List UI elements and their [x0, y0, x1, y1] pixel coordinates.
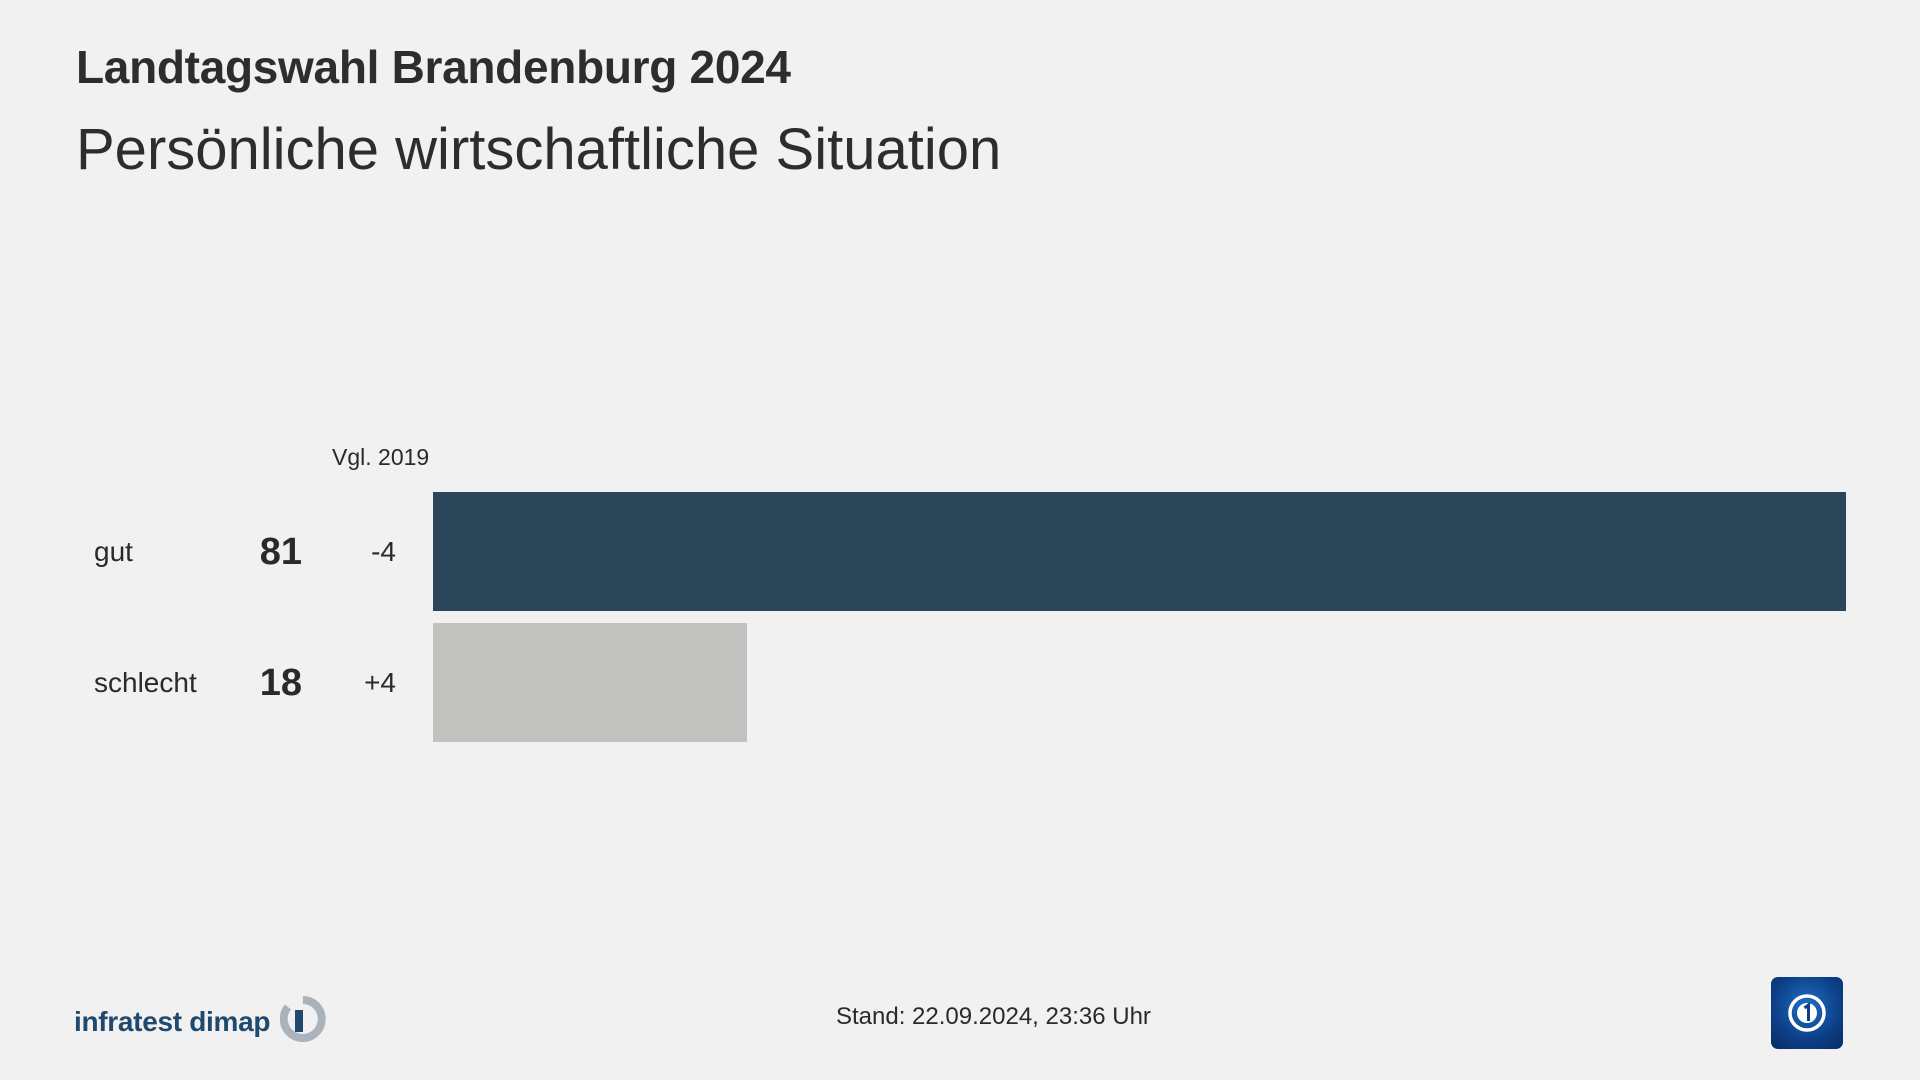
bar-schlecht	[433, 623, 747, 742]
bar-gut	[433, 492, 1846, 611]
brand-name: infratest dimap	[74, 1005, 271, 1037]
chart-title: Landtagswahl Brandenburg 2024	[76, 41, 791, 93]
ard-das-erste-logo-icon	[1771, 977, 1843, 1049]
value-label: 81	[259, 530, 302, 573]
category-label: gut	[94, 535, 133, 567]
category-label: schlecht	[94, 666, 197, 698]
infratest-dimap-logo-icon	[279, 996, 326, 1047]
chart-subtitle: Persönliche wirtschaftliche Situation	[76, 117, 1002, 182]
comparison-value: +4	[364, 666, 396, 698]
comparison-header: Vgl. 2019	[332, 444, 430, 470]
stand-timestamp: Stand: 22.09.2024, 23:36 Uhr	[836, 1003, 1151, 1030]
comparison-value: -4	[371, 535, 396, 567]
brand: infratest dimap	[74, 996, 326, 1047]
value-label: 18	[259, 661, 302, 704]
